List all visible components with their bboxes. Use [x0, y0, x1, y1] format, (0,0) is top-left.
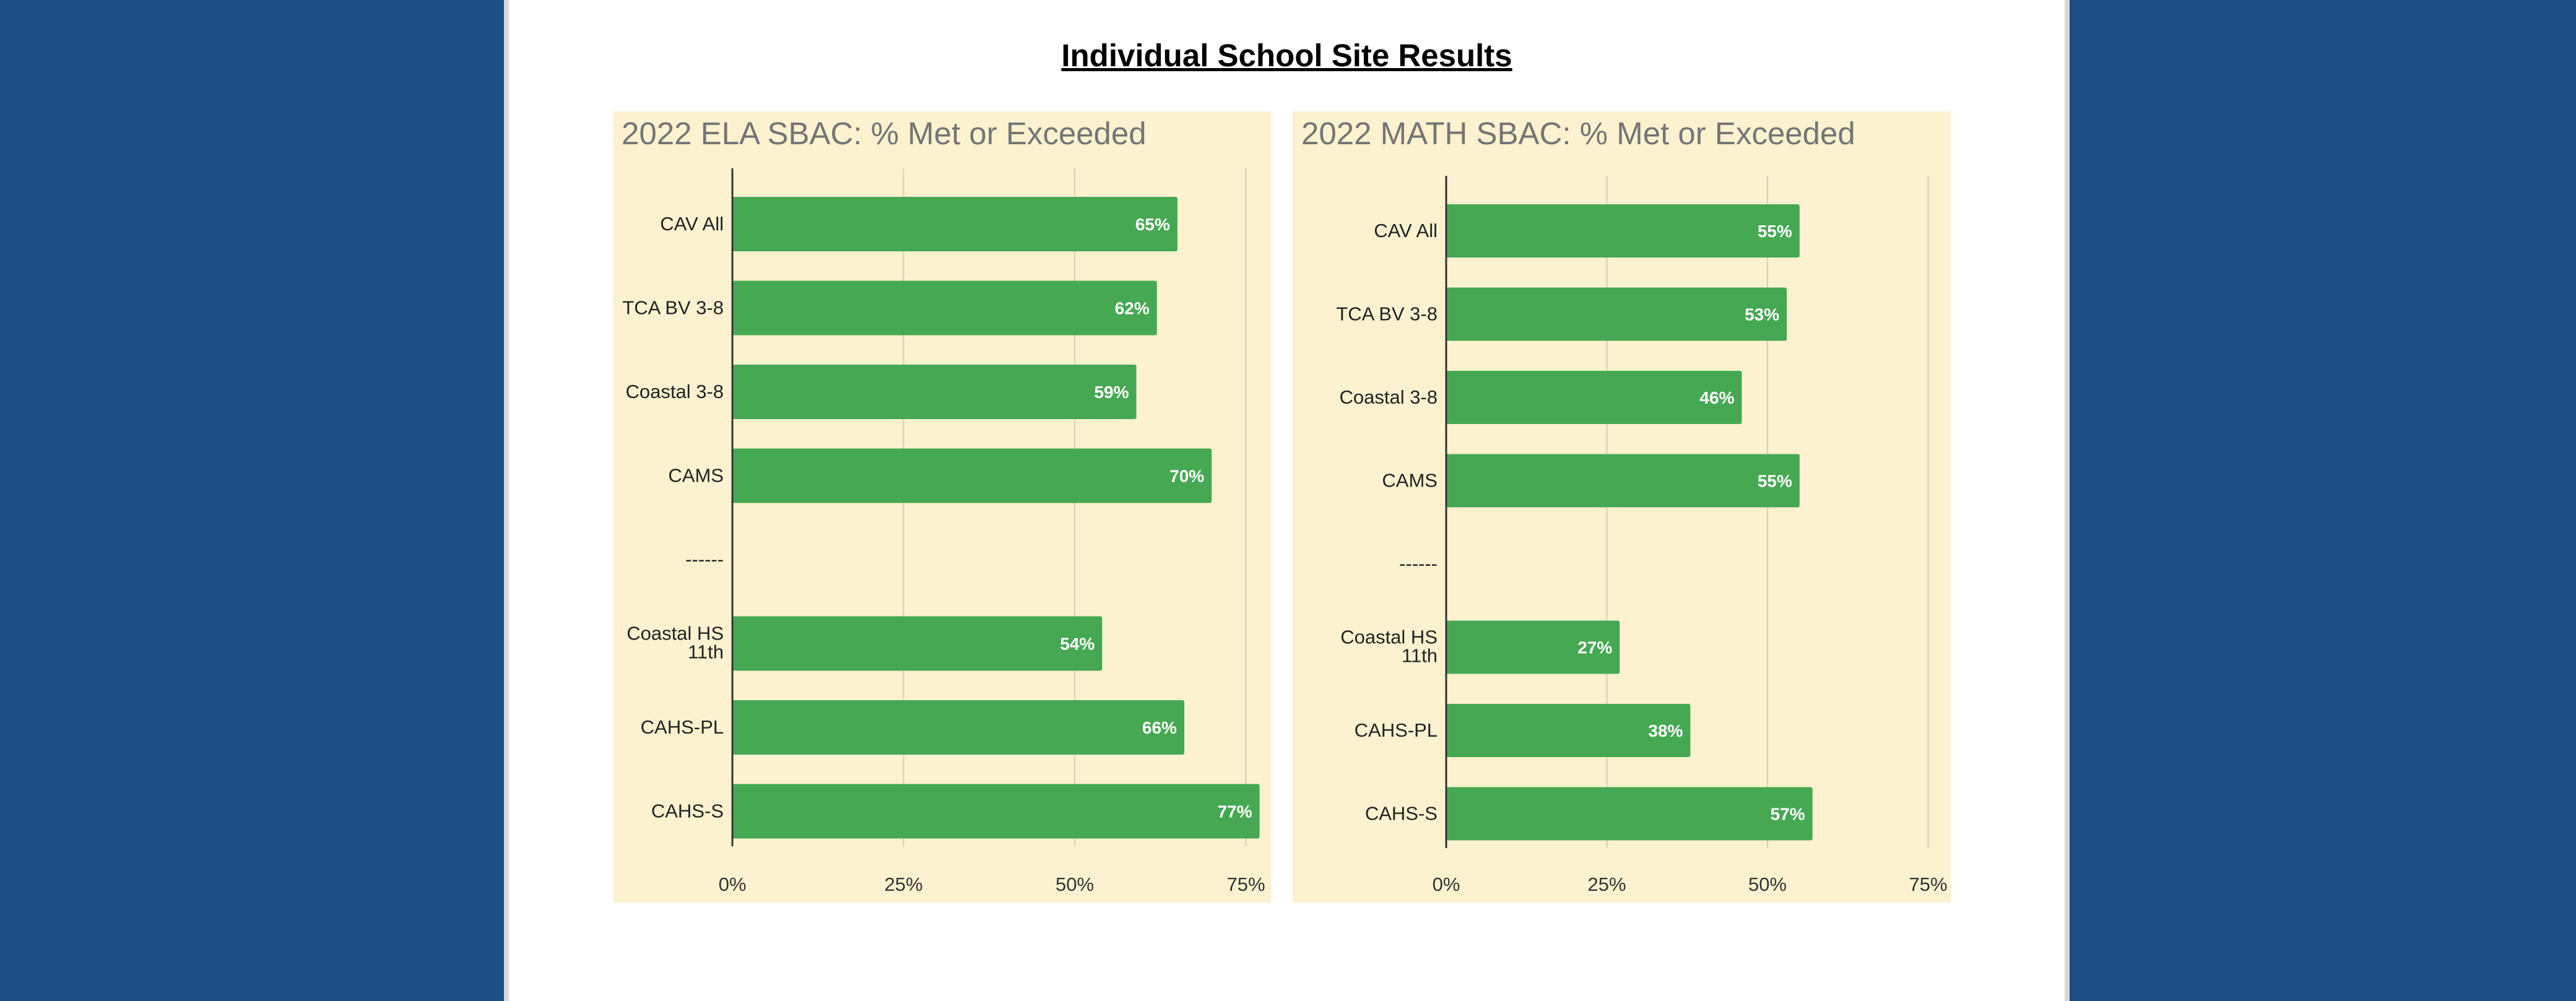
math-category-label: Coastal HS 11th — [1340, 626, 1438, 667]
ela-tick-label: 25% — [884, 873, 922, 895]
math-category-label: CAV All — [1374, 220, 1438, 241]
math-category-label: TCA BV 3-8 — [1336, 303, 1438, 325]
ela-category-label: ------ — [685, 548, 724, 570]
math-tick-label: 75% — [1909, 873, 1947, 895]
ela-tick-label: 0% — [719, 873, 747, 895]
ela-bar — [732, 280, 1157, 336]
ela-bar — [732, 197, 1177, 251]
ela-tick-label: 50% — [1056, 873, 1094, 895]
ela-data-label: 70% — [1169, 467, 1204, 486]
ela-data-label: 54% — [1060, 635, 1095, 654]
ela-category-label: CAV All — [660, 213, 724, 235]
math-tick-label: 50% — [1748, 873, 1787, 895]
ela-bar — [732, 616, 1103, 671]
ela-chart-title: 2022 ELA SBAC: % Met or Exceeded — [622, 116, 1147, 151]
ela-category-label: CAHS-S — [651, 800, 724, 822]
ela-bar — [732, 784, 1260, 839]
page-shadow-right — [2065, 0, 2070, 1001]
math-category-label: CAHS-PL — [1355, 719, 1438, 741]
math-data-label: 57% — [1771, 805, 1805, 824]
math-tick-label: 0% — [1433, 873, 1460, 895]
ela-category-label: TCA BV 3-8 — [622, 297, 724, 319]
math-data-label: 46% — [1699, 388, 1734, 407]
ela-tick-label: 75% — [1226, 873, 1265, 895]
math-category-label: CAHS-S — [1365, 803, 1438, 825]
math-data-label: 55% — [1758, 222, 1792, 241]
ela-bar-chart: 65% CAV All 62% TCA BV 3-8 59% Coastal 3-8 70%… — [622, 168, 1265, 895]
math-bar — [1446, 620, 1620, 674]
math-bar — [1446, 704, 1691, 757]
math-bar — [1446, 787, 1813, 841]
math-chart-panel: 2022 MATH SBAC: % Met or Exceeded 55% CAV… — [1293, 111, 1951, 903]
ela-data-label: 65% — [1135, 215, 1170, 234]
math-bar-chart: 55% CAV All 53% TCA BV 3-8 46% Coastal 3-8 55%… — [1336, 176, 1948, 895]
math-bar — [1446, 371, 1742, 424]
ela-data-label: 62% — [1115, 299, 1150, 318]
math-category-label: ------ — [1399, 553, 1438, 574]
ela-bar — [732, 448, 1212, 503]
ela-bar — [732, 700, 1184, 755]
ela-category-label: Coastal 3-8 — [625, 381, 724, 402]
report-page: Individual School Site Results 2022 ELA … — [504, 0, 2070, 1001]
page-title: Individual School Site Results — [1061, 38, 1512, 73]
ela-data-label: 59% — [1094, 383, 1129, 402]
math-bar — [1446, 204, 1800, 258]
ela-category-label: CAHS-PL — [641, 716, 724, 738]
math-data-label: 27% — [1577, 638, 1612, 657]
ela-data-label: 77% — [1218, 802, 1252, 821]
math-data-label: 38% — [1648, 721, 1683, 740]
math-tick-label: 25% — [1587, 873, 1626, 895]
math-bar — [1446, 454, 1800, 508]
math-data-label: 53% — [1745, 305, 1779, 324]
page-shadow-left — [504, 0, 509, 1001]
math-bar — [1446, 287, 1787, 341]
ela-data-label: 66% — [1142, 718, 1177, 737]
ela-category-label: Coastal HS 11th — [627, 623, 724, 663]
math-category-label: Coastal 3-8 — [1339, 386, 1438, 408]
ela-category-label: CAMS — [668, 465, 724, 487]
ela-bar — [732, 365, 1137, 419]
math-category-label: CAMS — [1382, 470, 1438, 492]
math-data-label: 55% — [1758, 472, 1792, 491]
math-chart-title: 2022 MATH SBAC: % Met or Exceeded — [1301, 116, 1855, 151]
ela-chart-panel: 2022 ELA SBAC: % Met or Exceeded 65% CAV … — [613, 111, 1271, 903]
